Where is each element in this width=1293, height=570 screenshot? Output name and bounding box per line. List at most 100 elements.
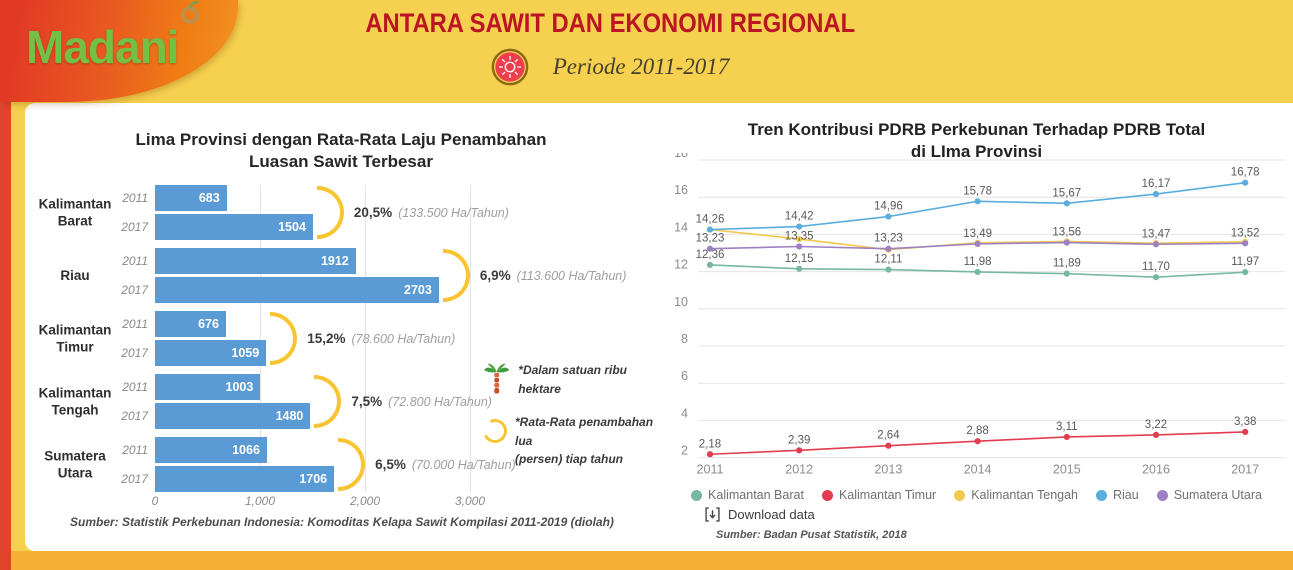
data-point-sumatera-utara-2011 xyxy=(706,245,714,252)
page-subtitle: Periode 2011-2017 xyxy=(300,48,920,86)
y-tick-4: 4 xyxy=(681,406,688,420)
line-chart-title: Tren Kontribusi PDRB Perkebunan Terhadap… xyxy=(660,119,1293,163)
point-label: 3,11 xyxy=(1056,421,1078,433)
growth-rate: (72.800 Ha/Tahun) xyxy=(388,394,492,409)
legend-item-riau[interactable]: Riau xyxy=(1096,488,1139,502)
point-label: 2,64 xyxy=(877,430,900,442)
gridline-x-2000 xyxy=(365,185,366,492)
point-label: 11,89 xyxy=(1053,258,1081,270)
bar-group-kalimantan-barat: Kalimantan Barat 2011 683 2017 1504 20,5% (133.… xyxy=(25,185,657,240)
line-chart-title-line1: Tren Kontribusi PDRB Perkebunan Terhadap… xyxy=(747,120,1206,139)
x-tick-2016: 2016 xyxy=(1142,463,1170,477)
growth-annotation: 15,2% (78.600 Ha/Tahun) xyxy=(307,330,455,348)
y-tick-10: 10 xyxy=(674,295,688,309)
bar-chart-title-line1: Lima Provinsi dengan Rata-Rata Laju Pena… xyxy=(135,130,547,149)
bar-value: 1480 xyxy=(275,409,304,423)
bar-group-riau: Riau 2011 1912 2017 2703 6,9% (113.600 Ha/Tahu… xyxy=(25,248,657,303)
legend-item-kalimantan-timur[interactable]: Kalimantan Timur xyxy=(821,488,937,502)
point-label: 13,23 xyxy=(696,233,725,245)
data-point-kalimantan-barat-2012 xyxy=(796,265,803,272)
legend-label: Kalimantan Timur xyxy=(838,488,937,502)
bar-value: 2703 xyxy=(404,283,432,297)
data-point-kalimantan-timur-2016 xyxy=(1152,431,1160,439)
data-point-riau-2014 xyxy=(974,198,981,205)
legend-label: Sumatera Utara xyxy=(1173,488,1262,502)
legend-item-sumatera-utara[interactable]: Sumatera Utara xyxy=(1156,488,1262,502)
bar-chart-section: Lima Provinsi dengan Rata-Rata Laju Pena… xyxy=(25,103,657,550)
growth-pct: 6,5% xyxy=(375,456,406,472)
legend-label: Kalimantan Barat xyxy=(708,488,804,502)
growth-rate: (78.600 Ha/Tahun) xyxy=(351,331,456,346)
data-point-riau-2013 xyxy=(885,213,892,220)
data-point-kalimantan-timur-2013 xyxy=(885,442,892,449)
data-point-kalimantan-timur-2015 xyxy=(1063,433,1070,441)
data-point-kalimantan-barat-2016 xyxy=(1152,274,1160,281)
legend-dot-kalimantan-barat xyxy=(691,489,703,501)
growth-annotation: 7,5% (72.800 Ha/Tahun) xyxy=(351,393,492,411)
logo-text: Madani xyxy=(26,21,179,73)
legend-item-kalimantan-barat[interactable]: Kalimantan Barat xyxy=(691,488,804,502)
page-title: ANTARA SAWIT DAN EKONOMI REGIONAL xyxy=(300,8,920,39)
point-label: 11,97 xyxy=(1231,256,1259,268)
point-label: 11,98 xyxy=(964,256,992,268)
line-chart-title-line2: di LIma Provinsi xyxy=(910,142,1043,162)
bar-2017-kalimantan-timur: 1059 xyxy=(155,340,267,366)
note-unit-text: *Dalam satuan ribu hektare xyxy=(518,363,627,396)
legend-label: Riau xyxy=(1113,488,1139,502)
data-point-kalimantan-timur-2012 xyxy=(796,447,803,454)
bar-group-kalimantan-tengah: Kalimantan Tengah 2011 1003 2017 1480 7,5% (72.… xyxy=(25,374,657,429)
y-tick-8: 8 xyxy=(681,332,688,346)
bar-chart-title-line2: Luasan Sawit Terbesar xyxy=(249,152,433,172)
legend-dot-kalimantan-timur xyxy=(821,489,833,501)
x-tick-0: 0 xyxy=(151,494,159,508)
data-point-kalimantan-barat-2017 xyxy=(1242,269,1249,276)
year-label-2011: 2011 xyxy=(122,191,148,205)
x-tick-2000: 2,000 xyxy=(349,494,381,508)
y-tick-6: 6 xyxy=(681,369,688,383)
crescent-icon xyxy=(479,415,511,447)
data-point-riau-2017 xyxy=(1242,179,1249,186)
sprout-icon xyxy=(181,0,199,24)
download-data-link[interactable]: Download data xyxy=(705,507,815,522)
year-label-2011: 2011 xyxy=(122,443,148,457)
legend-item-kalimantan-tengah[interactable]: Kalimantan Tengah xyxy=(954,488,1078,502)
point-label: 16,78 xyxy=(1231,167,1260,179)
province-label: Kalimantan Barat xyxy=(38,195,112,229)
data-point-kalimantan-timur-2014 xyxy=(974,438,981,445)
data-point-riau-2016 xyxy=(1152,190,1160,198)
point-label: 13,49 xyxy=(963,228,992,240)
point-label: 14,26 xyxy=(696,214,725,226)
x-tick-1000: 1,000 xyxy=(244,494,276,508)
point-label: 13,52 xyxy=(1231,227,1260,239)
bar-value: 676 xyxy=(198,317,219,331)
growth-arc-icon xyxy=(338,438,366,491)
point-label: 15,78 xyxy=(963,185,992,197)
point-label: 3,22 xyxy=(1145,419,1167,431)
year-label-2017: 2017 xyxy=(121,283,148,297)
data-point-sumatera-utara-2015 xyxy=(1063,239,1070,246)
x-tick-2015: 2015 xyxy=(1053,463,1081,477)
line-plot-area: 2 4 6 8 10 12 14 16 18 2011 2012 2013 2014 2015 2016 20… xyxy=(660,146,1293,483)
chart-notes: *Dalam satuan ribu hektare *Rata-Rata pe… xyxy=(479,361,659,483)
madani-logo: Madani xyxy=(0,0,238,102)
growth-annotation: 6,5% (70.000 Ha/Tahun) xyxy=(375,456,516,474)
bar-chart-source: Sumber: Statistik Perkebunan Indonesia: … xyxy=(70,515,614,529)
bar-chart-title: Lima Provinsi dengan Rata-Rata Laju Pena… xyxy=(25,129,657,173)
bar-plot-area: Kalimantan Barat 2011 683 2017 1504 20,5% (133.… xyxy=(25,185,657,492)
bar-2011-kalimantan-tengah: 1003 xyxy=(155,374,261,400)
growth-pct: 6,9% xyxy=(479,267,511,283)
line-chart-source: Sumber: Badan Pusat Statistik, 2018 xyxy=(716,529,907,541)
legend-dot-sumatera-utara xyxy=(1156,489,1168,501)
y-tick-2: 2 xyxy=(681,444,688,458)
point-label: 14,42 xyxy=(785,211,814,223)
y-tick-16: 16 xyxy=(674,183,688,197)
point-label: 14,96 xyxy=(874,201,903,213)
data-point-kalimantan-timur-2017 xyxy=(1242,428,1249,436)
periode-text: Periode 2011-2017 xyxy=(552,54,730,79)
y-tick-14: 14 xyxy=(674,220,688,234)
point-label: 2,39 xyxy=(788,434,810,446)
note-growth-line1: *Rata-Rata penambahan lua xyxy=(515,415,654,448)
bar-2017-sumatera-utara: 1706 xyxy=(155,466,335,492)
x-tick-2013: 2013 xyxy=(874,463,902,477)
